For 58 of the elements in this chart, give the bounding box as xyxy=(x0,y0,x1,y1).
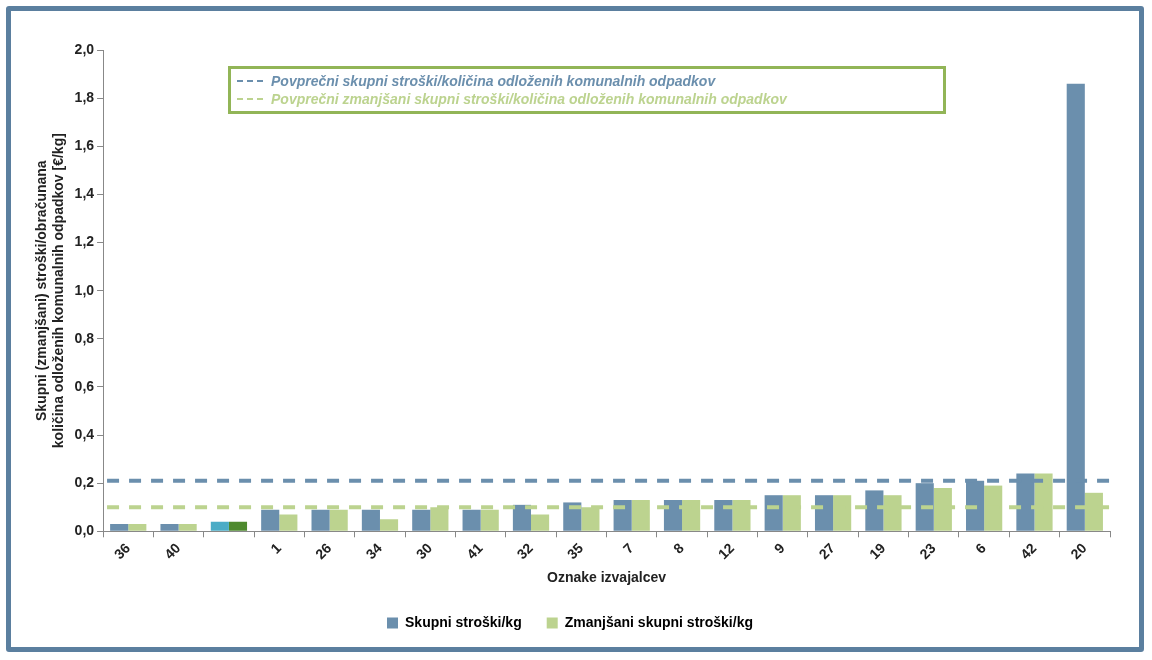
bar xyxy=(865,490,884,531)
x-tick-label: 8 xyxy=(670,539,688,557)
x-tick-label: 35 xyxy=(563,539,587,563)
bar xyxy=(531,514,550,531)
x-tick-label: 1 xyxy=(267,539,285,557)
y-tick-label: 0,4 xyxy=(74,425,95,442)
x-tick-label: 9 xyxy=(770,539,788,557)
y-tick-label: 1,2 xyxy=(74,233,95,250)
y-tick-label: 0,6 xyxy=(74,377,95,394)
legend-label: Povprečni zmanjšani skupni stroški/količina odloženih komunalnih odpadkov xyxy=(271,90,787,108)
bar xyxy=(764,495,783,531)
legend-label: Zmanjšani skupni stroški/kg xyxy=(564,613,753,630)
x-tick-label: 23 xyxy=(916,539,939,563)
bar xyxy=(814,495,834,531)
bar xyxy=(379,519,399,531)
y-tick-label: 2,0 xyxy=(74,40,95,57)
legend-label: Povprečni skupni stroški/količina odloženih komunalnih odpadkov xyxy=(271,72,716,90)
x-axis-title: Oznake izvajalcev xyxy=(546,569,667,586)
x-tick-label: 40 xyxy=(161,539,184,563)
x-tick-label: 26 xyxy=(312,539,335,563)
y-tick-label: 1,8 xyxy=(74,88,95,105)
bar xyxy=(210,521,229,531)
x-tick-label: 7 xyxy=(619,539,637,557)
y-tick-label: 1,0 xyxy=(74,281,95,298)
x-tick-label: 42 xyxy=(1017,539,1040,563)
x-tick-label: 19 xyxy=(865,539,889,563)
y-tick-label: 1,4 xyxy=(74,185,95,202)
bar xyxy=(412,509,431,531)
bar xyxy=(361,509,380,531)
x-tick-label: 20 xyxy=(1067,539,1090,563)
y-tick-label: 0,2 xyxy=(74,474,95,491)
bar xyxy=(613,500,632,531)
bar xyxy=(663,500,683,531)
bar xyxy=(714,500,733,531)
y-axis-title: Skupni (zmanjšani) stroški/obračunana količina odloženih komunalnih odpadkov [€/kg] xyxy=(33,133,67,449)
bar xyxy=(261,509,280,531)
bar xyxy=(178,524,197,531)
bar xyxy=(563,502,582,531)
bar xyxy=(279,514,298,531)
x-tick-label: 32 xyxy=(513,539,537,563)
x-tick-label: 6 xyxy=(972,539,990,557)
x-tick-label: 34 xyxy=(362,539,385,563)
bar xyxy=(128,524,147,531)
bar xyxy=(228,521,248,531)
legend-label: Skupni stroški/kg xyxy=(405,613,522,630)
bar xyxy=(512,504,532,531)
y-tick-label: 1,6 xyxy=(74,137,95,154)
x-tick-label: 27 xyxy=(815,539,839,563)
x-tick-label: 30 xyxy=(412,539,436,563)
y-tick-label: 0,0 xyxy=(74,522,95,539)
x-tick-label: 36 xyxy=(110,539,134,563)
x-tick-label: 12 xyxy=(714,539,738,563)
bar xyxy=(110,524,129,531)
x-tick-label: 41 xyxy=(463,539,486,563)
bar xyxy=(462,509,481,531)
bar xyxy=(160,524,179,531)
bar xyxy=(311,509,330,531)
y-tick-label: 0,8 xyxy=(74,329,95,346)
